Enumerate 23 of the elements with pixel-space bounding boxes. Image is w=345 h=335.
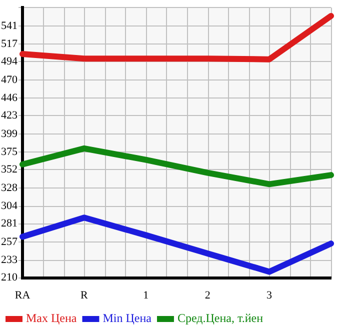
x-tick-label: 1	[143, 289, 149, 302]
x-tick-label: 2	[204, 289, 210, 302]
y-tick-label: 304	[1, 200, 18, 212]
y-tick-label: 494	[1, 56, 18, 68]
y-tick-label: 352	[1, 164, 18, 176]
y-tick-label: 210	[1, 272, 18, 284]
y-tick-label: 257	[1, 236, 18, 248]
y-tick-label: 423	[1, 110, 18, 122]
y-tick-label: 375	[1, 146, 18, 158]
y-tick-label: 328	[1, 182, 18, 194]
legend-label: Min Цена	[102, 311, 152, 326]
y-tick-label: 541	[1, 20, 18, 32]
y-tick-label: 470	[1, 74, 18, 86]
x-tick-label: 3	[266, 289, 273, 302]
legend-label: Сред.Цена, т.йен	[177, 311, 264, 326]
y-tick-label: 233	[1, 254, 18, 266]
y-tick-label: 446	[1, 92, 18, 104]
y-tick-label: 281	[1, 218, 18, 230]
y-tick-label: 517	[1, 38, 18, 50]
x-tick-label: R	[80, 289, 89, 302]
legend-label: Max Цена	[26, 311, 78, 326]
y-tick-label: 399	[1, 128, 18, 140]
x-tick-label: RA	[14, 289, 30, 302]
